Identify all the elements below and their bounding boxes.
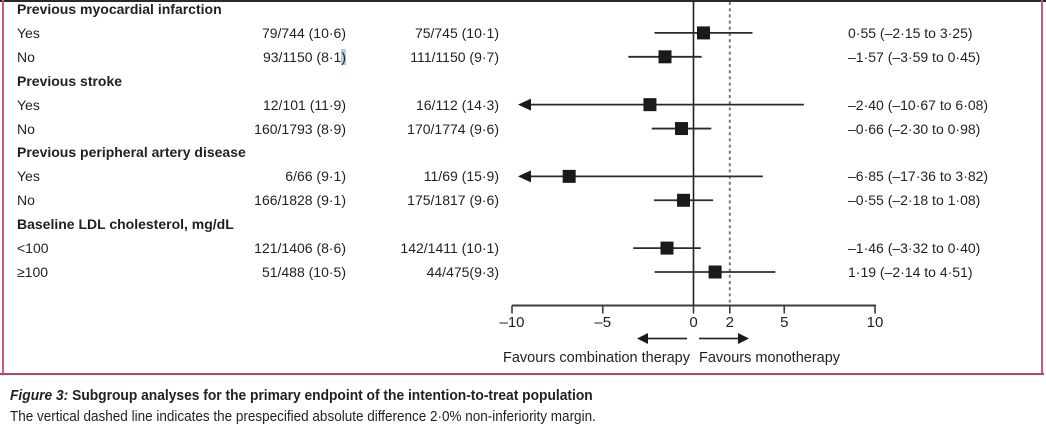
figure-border-right [1041, 0, 1043, 374]
row-label: No [17, 192, 35, 209]
point-estimate-marker [643, 98, 657, 112]
estimate-value: –1·46 (–3·32 to 0·40) [848, 240, 981, 257]
monotherapy-count: 111/1150 (9·7) [410, 48, 499, 65]
row-label: No [17, 120, 35, 137]
caption-note: The vertical dashed line indicates the p… [10, 408, 596, 425]
estimate-value: –1·57 (–3·59 to 0·45) [848, 48, 981, 65]
group-header: Previous myocardial infarction [17, 1, 222, 17]
combination-count: 51/488 (10·5) [261, 264, 346, 280]
monotherapy-count: 75/745 (10·1) [414, 24, 499, 41]
monotherapy-count: 170/1774 (9·6) [407, 120, 499, 137]
estimate-value: –0·55 (–2·18 to 1·08) [848, 192, 981, 209]
figure-caption: Figure 3: Subgroup analyses for the prim… [10, 386, 1040, 427]
monotherapy-count: 142/1411 (10·1) [400, 240, 499, 257]
ci-left-arrow-icon [518, 170, 531, 183]
x-axis-tick-label: 10 [867, 314, 884, 331]
combination-count: 121/1406 (8·6) [254, 240, 346, 257]
point-estimate-marker [660, 241, 674, 255]
x-axis-tick-label: 0 [689, 314, 697, 331]
point-estimate-marker [675, 122, 689, 136]
monotherapy-count: 11/69 (15·9) [423, 168, 499, 185]
combination-count: 79/744 (10·6) [261, 24, 346, 41]
monotherapy-count: 175/1817 (9·6) [407, 192, 499, 209]
favours-right-label: Favours monotherapy [699, 350, 841, 366]
row-label: <100 [17, 240, 49, 257]
monotherapy-count: 16/112 (14·3) [415, 96, 499, 113]
combination-count: 93/1150 (8·1) [262, 48, 346, 65]
figure-border-left [2, 0, 4, 374]
point-estimate-marker [677, 193, 691, 207]
row-label: No [17, 48, 35, 65]
favours-left-arrow-icon [637, 333, 648, 344]
forest-plot: –10 –5 0 2 5 10 Favours combination therapy Fav… [499, 2, 884, 366]
estimate-value: –2·40 (–10·67 to 6·08) [848, 96, 989, 113]
row-label: Yes [17, 24, 40, 41]
text-selection-highlight: ) [341, 48, 346, 65]
estimate-value: 1·19 (–2·14 to 4·51) [848, 264, 973, 280]
combination-count: 6/66 (9·1) [285, 168, 346, 185]
group-header: Previous stroke [17, 72, 123, 89]
caption-title: Subgroup analyses for the primary endpoi… [72, 387, 593, 404]
point-estimate-marker [708, 265, 722, 279]
figure-border-bottom [0, 373, 1044, 375]
combination-count: 160/1793 (8·9) [254, 120, 346, 137]
estimate-value: –0·66 (–2·30 to 0·98) [848, 120, 981, 137]
figure-label: Figure 3: [10, 387, 69, 404]
combination-count: 166/1828 (9·1) [254, 192, 346, 209]
point-estimate-marker [658, 50, 672, 64]
top-crop-rule [0, 0, 1046, 2]
point-estimate-marker [696, 26, 710, 40]
estimate-value: –6·85 (–17·36 to 3·82) [848, 168, 989, 185]
x-axis-tick-label: 2 [726, 314, 734, 331]
group-header: Baseline LDL cholesterol, mg/dL [17, 216, 234, 233]
point-estimate-marker [562, 169, 576, 183]
estimate-value: 0·55 (–2·15 to 3·25) [848, 24, 973, 41]
row-label: ≥100 [17, 264, 49, 280]
x-axis-tick-label: 5 [780, 314, 788, 331]
row-label: Yes [17, 168, 40, 185]
ci-left-arrow-icon [518, 98, 531, 111]
row-label: Yes [17, 96, 40, 113]
group-header: Previous peripheral artery disease [17, 144, 246, 161]
favours-right-arrow-icon [738, 333, 749, 344]
x-axis-tick-label: –5 [594, 314, 611, 331]
favours-left-label: Favours combination therapy [503, 350, 691, 366]
x-axis-tick-label: –10 [499, 314, 524, 331]
combination-count: 12/101 (11·9) [262, 96, 346, 113]
caption-line-1: Figure 3: Subgroup analyses for the prim… [10, 386, 958, 406]
monotherapy-count: 44/475(9·3) [426, 264, 499, 280]
